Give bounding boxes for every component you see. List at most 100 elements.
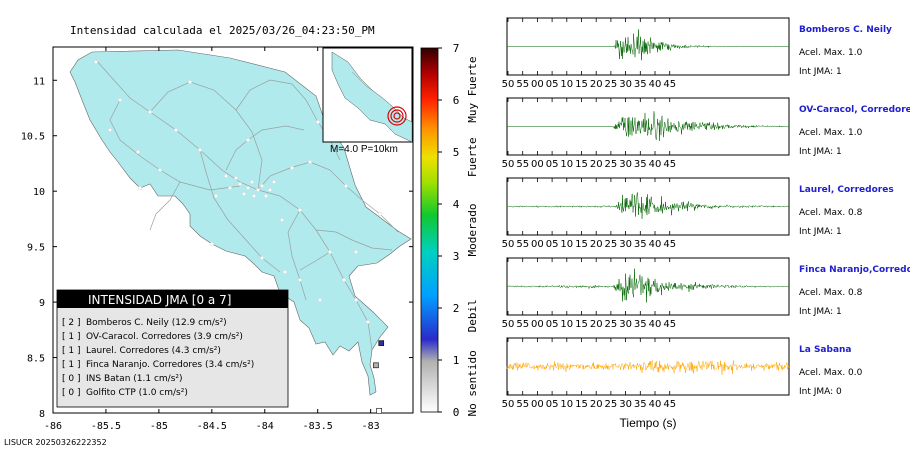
town-marker [136,150,140,154]
waveform-tick-label: 20 [590,319,603,330]
map-x-tick-label: -86 [44,421,62,432]
waveform-tick-label: 35 [634,239,647,250]
map-frame [52,46,414,414]
station-name: OV-Caracol, Corredores [799,105,910,115]
town-marker [214,194,218,198]
colorbar-gradient [420,47,439,413]
waveform-tick-label: 30 [619,239,632,250]
town-marker [308,160,312,164]
waveform-trace [506,111,790,141]
town-marker [210,242,214,246]
town-marker [198,148,202,152]
legend-item-level: [ 1 ] [62,332,80,342]
map-y-tick-label: 8.5 [27,354,45,365]
map-panel: -86 -85.5 -85 -84.5 -84 -83.5 -83 11 10.5 10 9.5 9… [21,46,414,432]
legend-item-level: [ 2 ] [62,318,80,328]
waveform-tick-label: 15 [575,319,588,330]
map-x-axis: -86 -85.5 -85 -84.5 -84 -83.5 -83 [44,47,380,432]
town-marker [234,176,238,180]
waveform-trace [506,29,790,61]
map-y-tick-label: 10 [33,187,45,198]
waveform-tick-label: 15 [575,239,588,250]
waveform-tick-label: 55 [516,79,529,90]
waveform-tick-label: 40 [649,239,662,250]
waveform-tick-label: 50 [502,79,515,90]
town-marker [264,194,268,198]
town-marker [342,278,346,282]
colorbar-tick-label: 6 [453,94,460,107]
legend-item-text: INS Batan (1.1 cm/s²) [86,374,183,384]
waveform-tick-label: 15 [575,159,588,170]
inset-border [351,71,393,107]
waveform-frame [506,257,790,316]
legend-item-text: Bomberos C. Neily (12.9 cm/s²) [86,318,227,328]
legend-item-text: Laurel. Corredores (4.3 cm/s²) [86,346,221,356]
town-marker [242,192,246,196]
station-name: La Sabana [799,345,852,355]
road-line [149,181,181,231]
town-marker [298,208,302,212]
colorbar-tick-label: 0 [453,406,460,419]
waveform-tick-label: 30 [619,79,632,90]
waveform-tick-label: 35 [634,159,647,170]
map-x-tick-label: -84 [256,421,274,432]
town-marker [174,128,178,132]
town-marker [298,278,302,282]
station-marker [373,362,379,369]
intensity-legend: INTENSIDAD JMA [0 a 7] [ 2 ] Bomberos C. … [56,289,289,408]
footer-id: LISUCR 20250326222352 [4,438,107,447]
waveform-tick-label: 15 [575,79,588,90]
waveform-tick-label: 55 [516,399,529,410]
waveform-tick-label: 35 [634,319,647,330]
waveform-tick-label: 25 [605,319,618,330]
town-marker [344,184,348,188]
town-marker [158,168,162,172]
town-marker [378,212,382,216]
colorbar-tick-label: 2 [453,302,460,315]
road-line [225,125,305,171]
station-intensity: Int JMA: 1 [799,307,842,317]
town-marker [256,188,260,192]
legend-item-text: Golfito CTP (1.0 cm/s²) [86,388,188,398]
waveform-tick-label: 00 [531,239,544,250]
waveform-tick-label: 10 [560,399,573,410]
inset-label: M=4.0 P=10km [330,144,398,155]
waveform-trace [506,268,790,303]
waveform-tick-label: 55 [516,319,529,330]
waveform-tick-label: 20 [590,399,603,410]
waveform-tick-label: 55 [516,159,529,170]
waveform-tick-label: 35 [634,79,647,90]
map-x-tick-label: -85.5 [91,421,121,432]
colorbar-level-label: Fuerte [466,137,479,177]
station-intensity: Int JMA: 1 [799,227,842,237]
waveform-tick-label: 25 [605,399,618,410]
waveform-tick-label: 50 [502,239,515,250]
colorbar-labels: Muy Fuerte Fuerte Moderado Debil No sentido [466,56,479,416]
waveform-tick-label: 55 [516,239,529,250]
town-marker [228,186,232,190]
waveform-trace [506,359,790,375]
waveform-tick-label: 40 [649,399,662,410]
station-marker [378,340,385,346]
station-name: Bomberos C. Neily [799,25,892,35]
map-y-tick-label: 10.5 [21,132,45,143]
road-line [299,251,331,271]
town-marker [280,218,284,222]
colorbar-tick-label: 5 [453,146,460,159]
legend-item-text: OV-Caracol. Corredores (3.9 cm/s²) [86,332,243,342]
town-marker [94,60,98,64]
waveform-tick-label: 50 [502,399,515,410]
town-marker [138,186,142,190]
map-title: Intensidad calculada el 2025/03/26_04:23… [70,24,375,37]
waveform-tick-label: 45 [663,159,676,170]
colorbar-level-label: Debil [466,299,479,332]
town-marker [354,298,358,302]
waveform-trace [506,192,790,219]
map-x-tick-label: -85 [150,421,168,432]
map-x-tick-label: -84.5 [197,421,227,432]
waveform-xlabel: Tiempo (s) [620,416,677,430]
town-marker [118,98,122,102]
waveform-tick-label: 10 [560,239,573,250]
legend-item-level: [ 0 ] [62,374,80,384]
station-name: Laurel, Corredores [799,185,894,195]
